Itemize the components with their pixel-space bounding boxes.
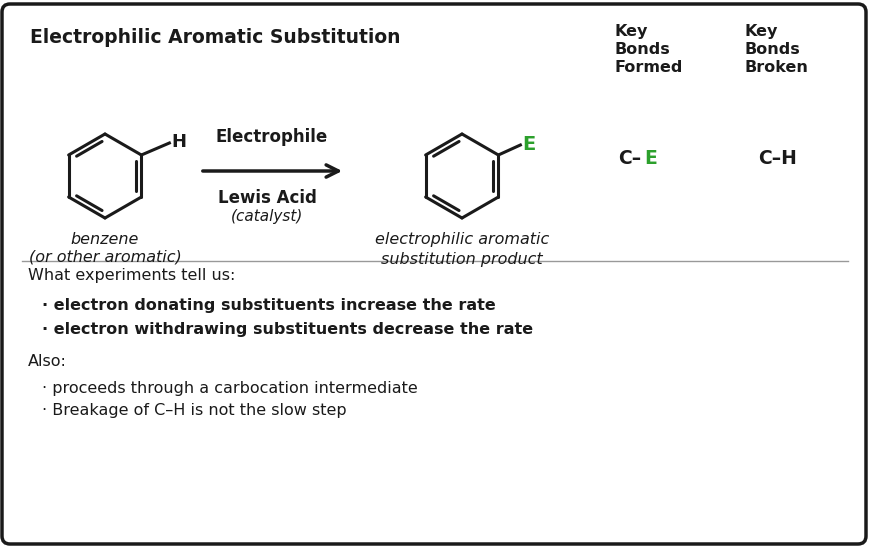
Text: benzene: benzene: [70, 232, 139, 247]
Text: E: E: [643, 149, 656, 168]
Text: C–H: C–H: [757, 149, 796, 168]
Text: Also:: Also:: [28, 354, 67, 369]
Text: Electrophile: Electrophile: [216, 128, 328, 146]
Text: Electrophilic Aromatic Substitution: Electrophilic Aromatic Substitution: [30, 28, 400, 47]
Text: E: E: [521, 134, 535, 153]
Text: What experiments tell us:: What experiments tell us:: [28, 268, 235, 283]
Text: (catalyst): (catalyst): [230, 209, 302, 224]
Text: C–: C–: [617, 149, 640, 168]
Text: · electron donating substituents increase the rate: · electron donating substituents increas…: [42, 298, 495, 313]
Text: (or other aromatic): (or other aromatic): [29, 249, 181, 264]
Text: · proceeds through a carbocation intermediate: · proceeds through a carbocation interme…: [42, 381, 417, 396]
Text: · electron withdrawing substituents decrease the rate: · electron withdrawing substituents decr…: [42, 322, 533, 337]
Text: Key
Bonds
Formed: Key Bonds Formed: [614, 24, 682, 75]
Text: H: H: [171, 133, 186, 151]
Text: Lewis Acid: Lewis Acid: [217, 189, 316, 207]
Text: electrophilic aromatic
substitution product: electrophilic aromatic substitution prod…: [375, 232, 548, 268]
Text: · Breakage of C–H is not the slow step: · Breakage of C–H is not the slow step: [42, 403, 346, 418]
FancyBboxPatch shape: [2, 4, 865, 544]
Text: Key
Bonds
Broken: Key Bonds Broken: [744, 24, 808, 75]
